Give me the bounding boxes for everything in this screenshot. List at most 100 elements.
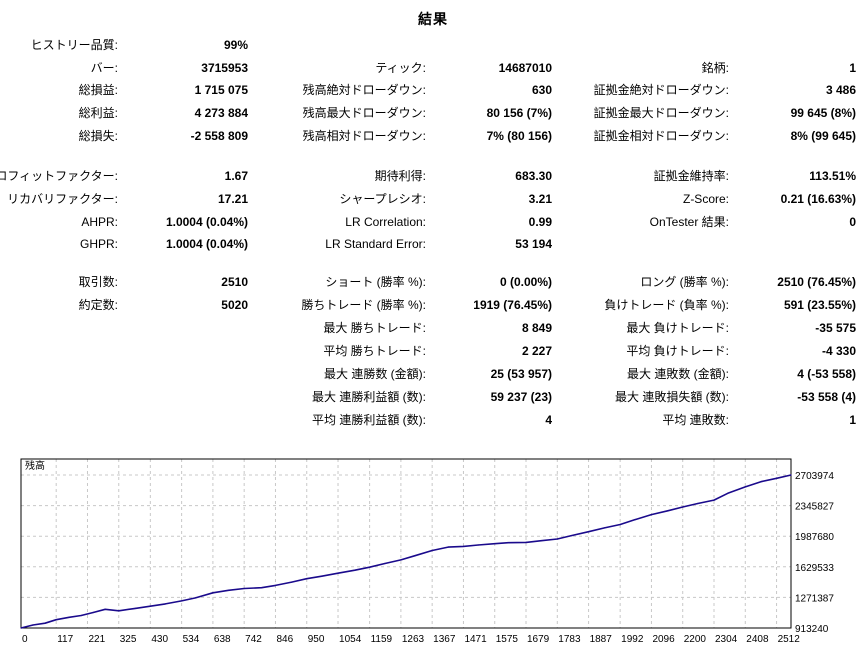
stat-row-13-col3: 最大 連敗数 (金額): 4 (-53 558) (0, 366, 866, 382)
balance-chart-svg: 残高 2703974 2345827 1987680 1629533 1271387 913… (20, 458, 834, 645)
stat-value: 2510 (221, 275, 248, 289)
y-tick-label: 1629533 (795, 563, 834, 574)
balance-point (682, 506, 684, 508)
stat-value: 1 715 075 (194, 83, 248, 97)
balance-point (337, 572, 339, 574)
stat-row-5-col1: プロフィットファクター: 1.67 (0, 168, 866, 184)
x-tick-label: 1367 (433, 634, 456, 645)
x-tick-label: 1887 (590, 634, 613, 645)
stat-label: LR Standard Error: (325, 237, 426, 251)
stat-value: 591 (23.55%) (783, 298, 856, 312)
x-tick-label: 0 (22, 634, 28, 645)
balance-point (20, 627, 22, 629)
stat-row-15-col2: 平均 連勝利益額 (数): 4 (0, 412, 866, 428)
balance-point (744, 486, 746, 488)
stat-row-1-col3: 銘柄: 1 (0, 60, 866, 76)
stat-label: 残高最大ドローダウン: (302, 106, 426, 120)
stat-value: 2510 (76.45%) (777, 275, 856, 289)
x-tick-label: 430 (151, 634, 168, 645)
stat-row-12-col3: 平均 負けトレード: -4 330 (0, 343, 866, 359)
balance-point (540, 540, 543, 542)
stat-row-1-col1: バー: 3715953 (0, 60, 866, 76)
stat-value: 80 156 (7%) (486, 106, 552, 120)
stat-value: 25 (53 957) (490, 367, 552, 381)
stat-row-6-col1: リカバリファクター: 17.21 (0, 191, 866, 207)
balance-line (20, 474, 792, 629)
balance-point (570, 535, 573, 537)
stat-row-2-col2: 残高絶対ドローダウン: 630 (0, 82, 866, 98)
stat-label: 最大 連敗損失額 (数): (615, 390, 729, 404)
stat-label: 勝ちトレード (勝率 %): (301, 298, 426, 312)
balance-point (525, 541, 527, 543)
balance-point (194, 597, 197, 599)
stat-row-3-col2: 残高最大ドローダウン: 80 156 (7%) (0, 105, 866, 121)
stat-row-10-col3: 負けトレード (負率 %): 591 (23.55%) (0, 297, 866, 313)
stat-label: OnTester 結果: (649, 215, 729, 229)
balance-point (369, 566, 371, 568)
balance-point (181, 600, 183, 602)
balance-point (68, 616, 70, 618)
stat-row-11-col3: 最大 負けトレード: -35 575 (0, 320, 866, 336)
x-tick-label: 2096 (652, 634, 675, 645)
stat-label: バー: (90, 61, 118, 75)
stat-row-14-col2: 最大 連勝利益額 (数): 59 237 (23) (0, 389, 866, 405)
stat-row-6-col2: シャープレシオ: 3.21 (0, 191, 866, 207)
stat-label: 最大 連勝利益額 (数): (312, 390, 426, 404)
stat-value: 8 849 (521, 321, 552, 335)
stat-label: 約定数: (78, 298, 118, 312)
x-tick-label: 846 (276, 634, 293, 645)
balance-point (776, 477, 778, 479)
stat-row-9-col2: ショート (勝率 %): 0 (0.00%) (0, 274, 866, 290)
stat-label: ティック: (375, 61, 426, 75)
stat-row-14-col3: 最大 連敗損失額 (数): -53 558 (4) (0, 389, 866, 405)
stat-row-1-col2: ティック: 14687010 (0, 60, 866, 76)
stat-row-9-col3: ロング (勝率 %): 2510 (76.45%) (0, 274, 866, 290)
stat-label: プロフィットファクター: (0, 169, 118, 183)
stat-row-13-col2: 最大 連勝数 (金額): 25 (53 957) (0, 366, 866, 382)
balance-point (354, 569, 356, 571)
stat-label: 最大 勝ちトレード: (323, 321, 426, 335)
balance-point (92, 611, 94, 614)
stat-value: 0.21 (16.63%) (780, 192, 856, 206)
stat-label: 総損失: (78, 129, 118, 143)
balance-point (80, 614, 82, 617)
stat-row-5-col2: 期待利得: 683.30 (0, 168, 866, 184)
x-tick-label: 1679 (527, 634, 550, 645)
stat-label: ロング (勝率 %): (640, 275, 729, 289)
balance-point (227, 589, 230, 591)
balance-point (291, 581, 293, 583)
balance-point (447, 546, 449, 548)
balance-point (760, 481, 762, 483)
stat-label: AHPR: (81, 215, 118, 229)
x-tick-label: 638 (214, 634, 231, 645)
stat-value: 1.0004 (0.04%) (165, 237, 248, 251)
stat-value: 1 (849, 61, 856, 75)
stat-label: GHPR: (79, 237, 118, 251)
balance-point (104, 608, 106, 610)
stat-value: 0.99 (528, 215, 552, 229)
balance-point (603, 527, 606, 529)
stat-value: 1.67 (224, 169, 248, 183)
stat-row-6-col3: Z-Score: 0.21 (16.63%) (0, 191, 866, 207)
x-tick-label: 221 (88, 634, 105, 645)
x-tick-label: 1471 (464, 634, 487, 645)
balance-point (306, 578, 308, 580)
balance-point (431, 549, 433, 552)
stat-label: 最大 連勝数 (金額): (324, 367, 426, 381)
stat-row-2-col3: 証拠金絶対ドローダウン: 3 486 (0, 82, 866, 98)
balance-point (44, 622, 46, 624)
stat-value: 59 237 (23) (490, 390, 552, 404)
balance-point (556, 538, 558, 540)
balance-point (494, 543, 496, 545)
stat-label: 証拠金絶対ドローダウン: (593, 83, 729, 97)
y-tick-label: 1271387 (795, 593, 834, 604)
y-tick-label: 1987680 (795, 532, 834, 543)
stat-value: 3 486 (825, 83, 856, 97)
balance-point (274, 584, 277, 586)
balance-point (321, 575, 323, 577)
stat-label: 負けトレード (負率 %): (604, 298, 729, 312)
balance-point (462, 545, 464, 547)
stat-row-3-col3: 証拠金最大ドローダウン: 99 645 (8%) (0, 105, 866, 121)
stat-row-4-col2: 残高相対ドローダウン: 7% (80 156) (0, 128, 866, 144)
stat-label: 期待利得: (374, 169, 426, 183)
